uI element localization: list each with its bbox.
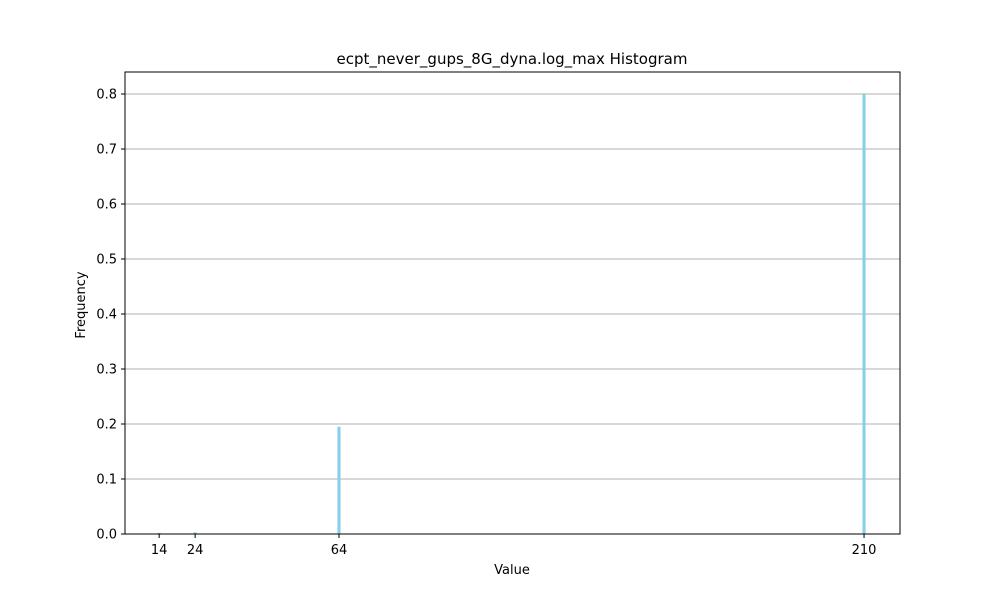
y-tick-label: 0.3 (96, 363, 117, 378)
x-tick-label: 210 (852, 543, 877, 558)
x-tick-label: 64 (331, 543, 348, 558)
bars (157, 94, 866, 534)
x-tick-label: 14 (151, 543, 168, 558)
y-tick-label: 0.8 (96, 88, 117, 103)
histogram-bar (337, 426, 341, 534)
histogram-bar (193, 532, 197, 534)
histogram-bar (862, 94, 866, 534)
x-axis-label: Value (494, 563, 530, 578)
y-tick-label: 0.4 (96, 308, 117, 323)
chart-title: ecpt_never_gups_8G_dyna.log_max Histogra… (337, 50, 688, 69)
x-axis-ticks: 14 24 64 210 (151, 534, 877, 558)
y-tick-label: 0.6 (96, 198, 117, 213)
y-tick-label: 0.5 (96, 253, 117, 268)
x-tick-label: 24 (187, 543, 204, 558)
histogram-bar (157, 532, 161, 534)
y-tick-label: 0.7 (96, 143, 117, 158)
y-tick-label: 0.1 (96, 473, 117, 488)
plot-frame (124, 71, 901, 535)
grid-lines (125, 93, 900, 480)
y-tick-label: 0.2 (96, 418, 117, 433)
y-axis-label: Frequency (74, 271, 89, 338)
y-tick-label: 0.0 (96, 528, 117, 543)
y-axis-ticks: 0.0 0.1 0.2 0.3 0.4 0.5 0.6 0.7 0.8 (96, 88, 125, 543)
